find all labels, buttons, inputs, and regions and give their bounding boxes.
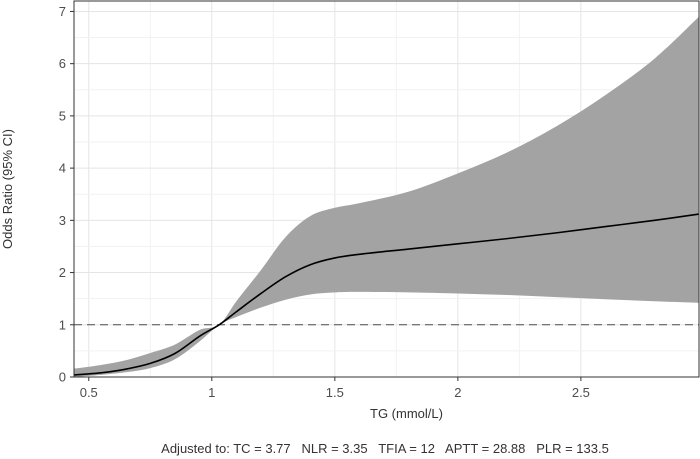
adjustment-caption: Adjusted to: TC = 3.77 NLR = 3.35 TFIA =… — [161, 441, 609, 456]
x-tick-label: 2.5 — [572, 385, 590, 400]
y-tick-label: 6 — [59, 56, 66, 71]
x-axis-title: TG (mmol/L) — [370, 406, 443, 421]
odds-ratio-curve — [73, 213, 700, 376]
x-tick-label: 1 — [208, 385, 215, 400]
y-tick-label: 0 — [59, 370, 66, 385]
y-tick-label: 4 — [59, 161, 66, 176]
y-tick-label: 2 — [59, 265, 66, 280]
x-tick-label: 1.5 — [326, 385, 344, 400]
x-axis-ticks: 0.5 1 1.5 2 2.5 — [80, 377, 590, 400]
panel-border — [73, 0, 700, 378]
x-tick-label: 2 — [454, 385, 461, 400]
x-tick-label: 0.5 — [80, 385, 98, 400]
y-tick-label: 7 — [59, 4, 66, 19]
y-axis-ticks: 0 1 2 3 4 5 6 7 — [59, 4, 74, 385]
y-axis-title: Odds Ratio (95% CI) — [0, 129, 15, 249]
confidence-band — [74, 16, 699, 378]
y-tick-label: 3 — [59, 213, 66, 228]
y-tick-label: 1 — [59, 317, 66, 332]
y-tick-label: 5 — [59, 108, 66, 123]
